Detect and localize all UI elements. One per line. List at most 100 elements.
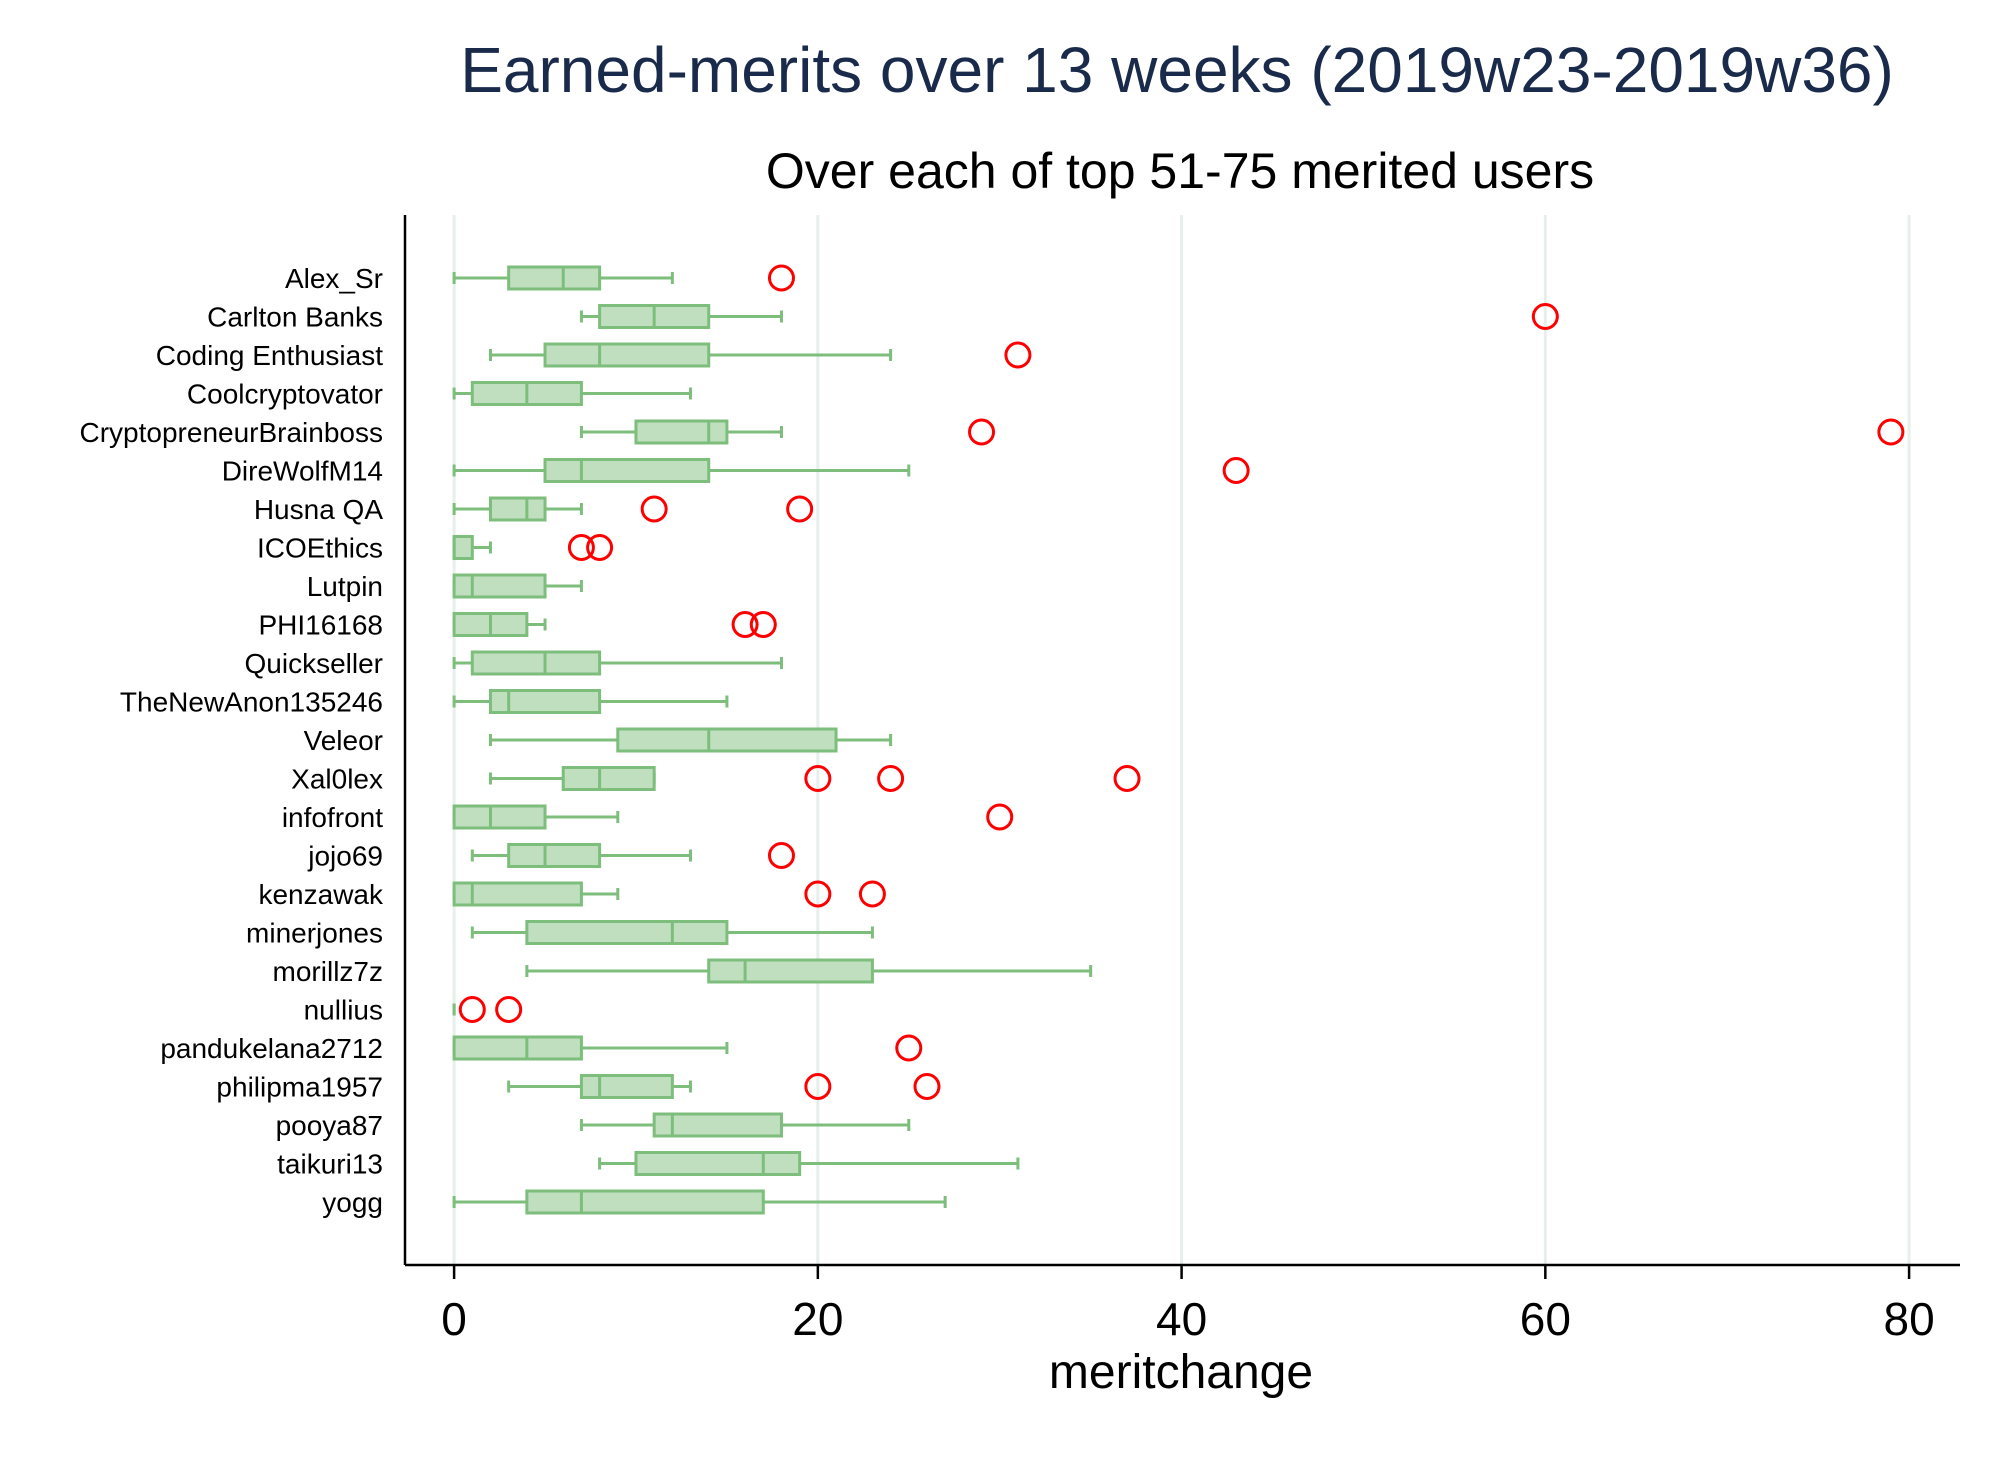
category-label: Husna QA [254, 494, 383, 525]
iqr-box [525, 1189, 765, 1215]
iqr-box [707, 958, 874, 984]
x-tick-label: 40 [1156, 1293, 1207, 1345]
outlier-point [767, 842, 795, 869]
box-row [452, 457, 1250, 484]
outlier-point [786, 495, 814, 523]
box-row [452, 611, 777, 638]
box-row [488, 727, 893, 753]
category-label: taikuri13 [277, 1149, 383, 1180]
iqr-box [579, 1074, 674, 1099]
box-row [452, 689, 729, 714]
outlier-point [749, 611, 777, 638]
iqr-box [452, 573, 547, 599]
box-row [452, 1189, 947, 1215]
box-row [452, 264, 795, 292]
category-label: Lutpin [307, 571, 383, 602]
outlier-point [567, 534, 595, 561]
category-label: DireWolfM14 [222, 456, 383, 487]
category-label: Coolcryptovator [187, 379, 383, 410]
outlier-point [804, 1073, 832, 1100]
x-tick-label: 20 [792, 1293, 843, 1345]
iqr-box [507, 265, 602, 291]
box-row [452, 996, 523, 1023]
x-tick-label: 60 [1520, 1293, 1571, 1345]
outlier-point [1113, 765, 1141, 792]
iqr-box [561, 766, 656, 791]
outlier-point [1877, 418, 1905, 446]
outlier-point [986, 803, 1014, 831]
category-label: philipma1957 [216, 1072, 383, 1103]
category-label: TheNewAnon135246 [120, 687, 383, 718]
box-row [579, 418, 1905, 446]
category-label: pooya87 [276, 1110, 383, 1141]
outlier-point [804, 880, 832, 908]
category-label: morillz7z [273, 956, 383, 987]
axes: 0 20 40 60 80 [403, 215, 1960, 1345]
box-row [452, 1034, 923, 1062]
category-labels: Alex_Sr Carlton Banks Coding Enthusiast Coo… [80, 263, 384, 1218]
outlier-point [767, 264, 795, 292]
iqr-box [452, 804, 547, 830]
boxes-layer [452, 264, 1905, 1215]
category-label: infofront [282, 802, 383, 833]
box-row [452, 495, 814, 523]
box-row [452, 803, 1014, 831]
box-row [452, 381, 693, 406]
category-label: Carlton Banks [207, 302, 383, 333]
category-label: pandukelana2712 [160, 1033, 383, 1064]
outlier-point [458, 996, 486, 1023]
chart-title: Earned-merits over 13 weeks (2019w23-201… [460, 34, 1894, 106]
iqr-box [452, 881, 583, 907]
category-label: jojo69 [307, 841, 383, 872]
box-row [507, 1073, 941, 1100]
outlier-point [495, 996, 523, 1023]
iqr-box [488, 496, 547, 522]
box-row [579, 1112, 911, 1138]
outlier-point [968, 418, 996, 446]
iqr-box [543, 458, 711, 483]
outlier-point [1004, 341, 1032, 369]
box-row [470, 920, 874, 945]
category-label: CryptopreneurBrainboss [80, 417, 384, 448]
outlier-point [586, 534, 614, 561]
category-label: Xal0lex [291, 764, 383, 795]
outlier-point [895, 1034, 923, 1062]
x-tick-label: 0 [441, 1293, 467, 1345]
outlier-point [1222, 457, 1250, 484]
box-row [452, 880, 886, 908]
outlier-point [804, 765, 832, 792]
box-row [452, 573, 583, 599]
category-label: Veleor [304, 725, 383, 756]
category-label: PHI16168 [258, 610, 383, 641]
x-axis-label: meritchange [1049, 1346, 1313, 1399]
iqr-box [470, 650, 602, 676]
iqr-box [452, 535, 474, 560]
box-row [452, 650, 783, 676]
box-row [452, 534, 614, 561]
box-row [470, 842, 795, 869]
outlier-point [1531, 303, 1559, 330]
iqr-box [543, 342, 711, 368]
iqr-box [652, 1112, 783, 1138]
outlier-point [858, 880, 886, 908]
category-label: yogg [322, 1187, 383, 1218]
box-row [579, 303, 1559, 330]
iqr-box [525, 920, 729, 945]
iqr-box [634, 1151, 802, 1176]
iqr-box [616, 727, 838, 753]
category-label: minerjones [246, 918, 383, 949]
category-label: ICOEthics [257, 533, 383, 564]
outlier-point [877, 765, 905, 792]
box-row [598, 1151, 1020, 1176]
outlier-point [640, 495, 668, 523]
box-row [488, 341, 1032, 369]
category-label: kenzawak [258, 879, 384, 910]
gridlines [452, 215, 1911, 1265]
category-label: Alex_Sr [285, 263, 383, 294]
x-tick-label: 80 [1883, 1293, 1934, 1345]
chart-subtitle: Over each of top 51-75 merited users [766, 143, 1594, 199]
box-row [525, 958, 1093, 984]
